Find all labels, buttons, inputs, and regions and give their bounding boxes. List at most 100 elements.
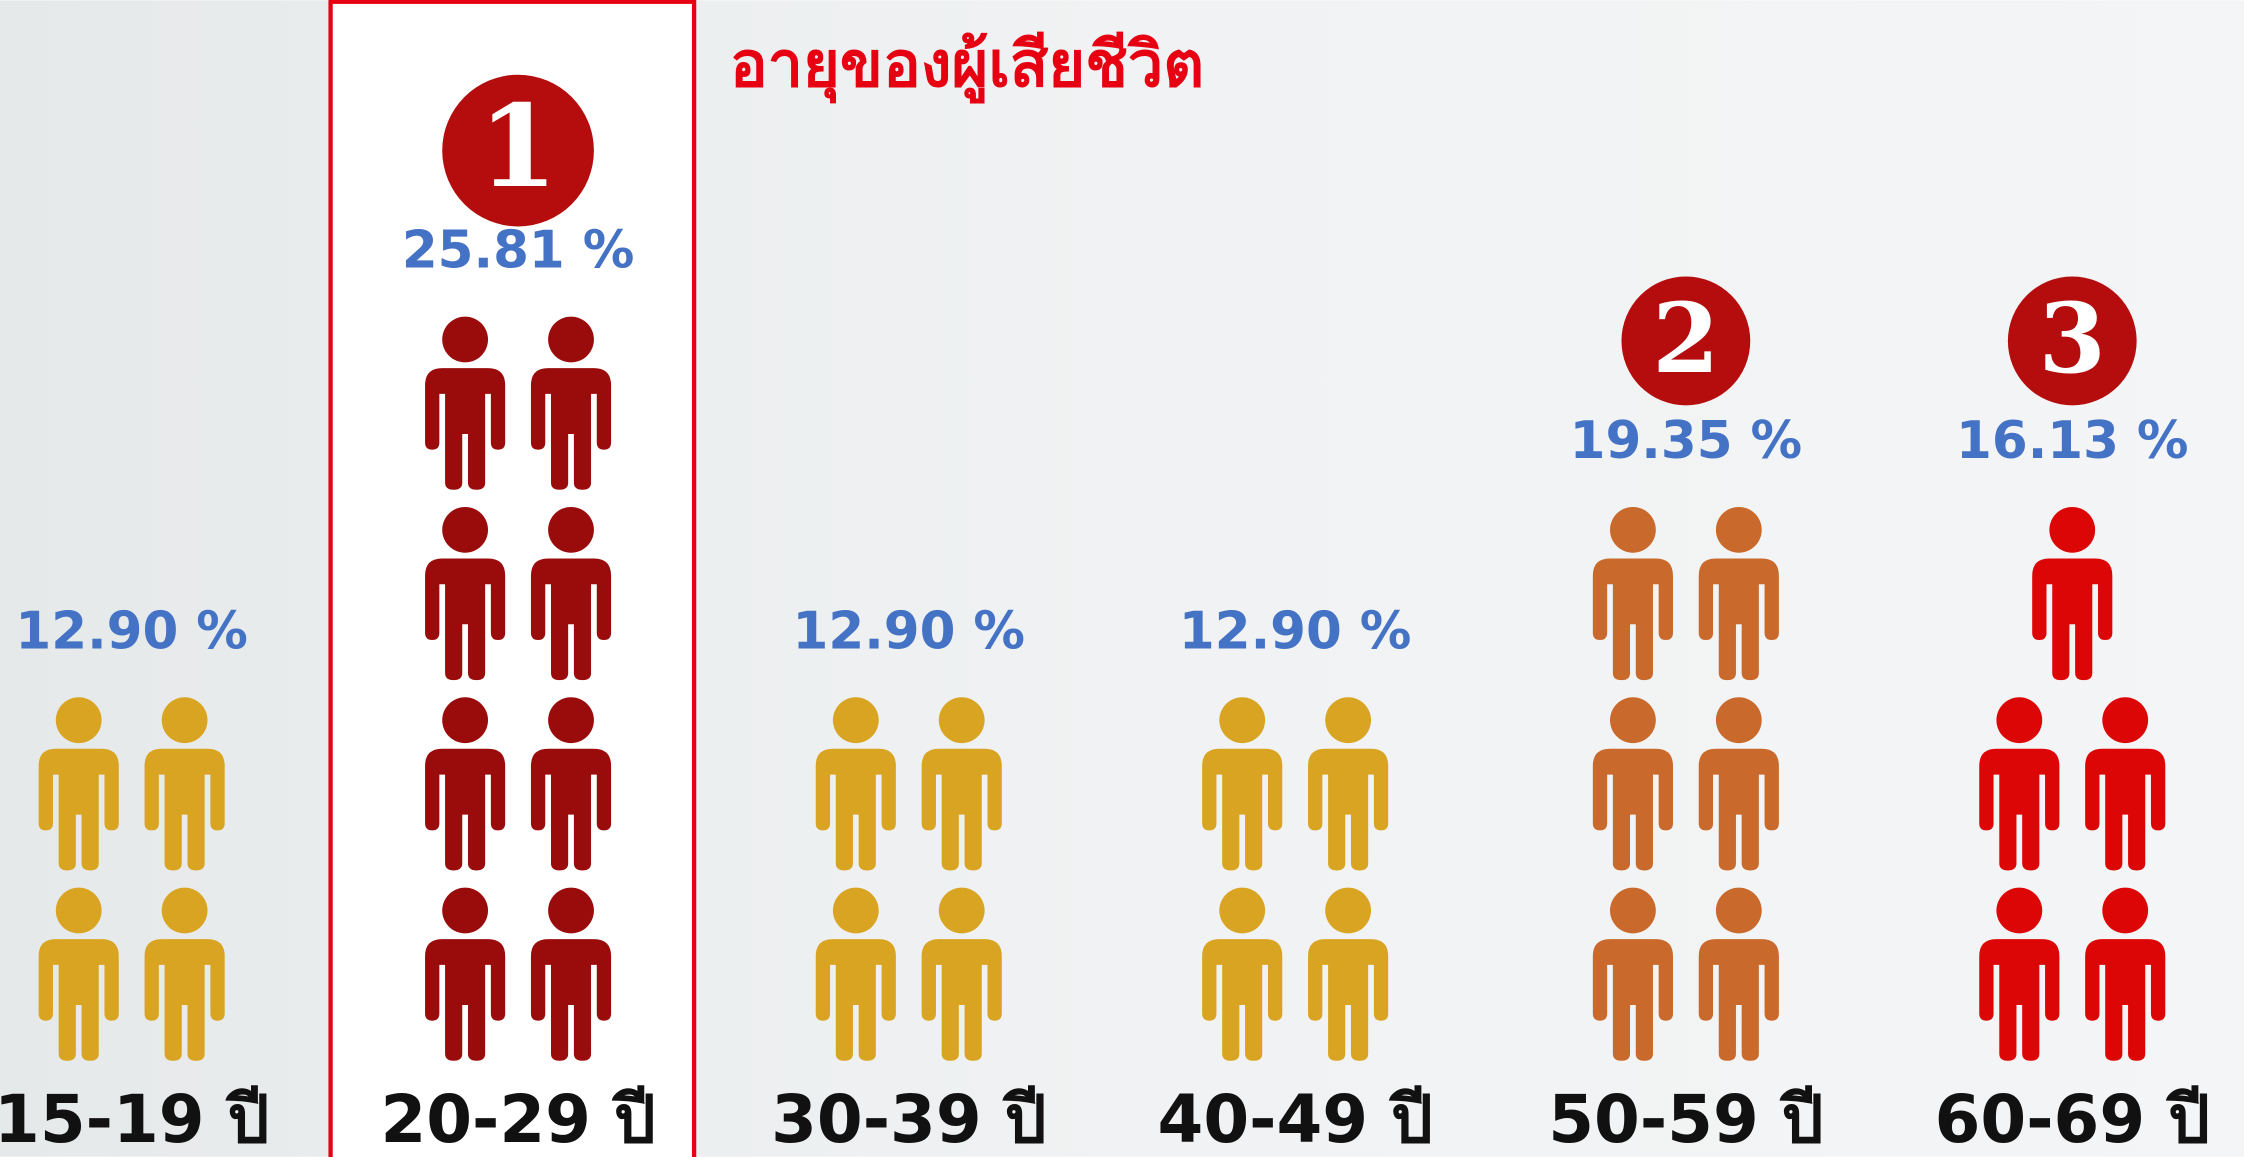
person-head [832, 887, 879, 934]
person-body [1202, 748, 1283, 871]
person-body [425, 748, 506, 871]
rank-badge [2007, 276, 2137, 406]
person-head [1610, 506, 1656, 553]
category-label: 60-69 ปี [1935, 1081, 2210, 1157]
person-icon [921, 697, 1002, 871]
person-icon [1698, 697, 1779, 871]
person-icon [425, 697, 506, 871]
person-icon [1592, 697, 1673, 871]
person-icon [1698, 506, 1779, 681]
person-icon [1308, 697, 1389, 871]
person-head [442, 506, 489, 553]
person-head [442, 887, 489, 934]
person-head [548, 506, 594, 553]
person-icon [530, 697, 612, 871]
person-head [55, 887, 102, 934]
value-label: 12.90 % [15, 601, 247, 661]
person-head [1715, 506, 1762, 553]
category-label: 30-39 ปี [771, 1081, 1046, 1157]
person-icon [1202, 887, 1283, 1061]
value-label: 12.90 % [1179, 601, 1412, 661]
person-body [425, 558, 506, 681]
person-icon [1592, 887, 1673, 1061]
person-icon [425, 506, 506, 681]
category-label: 15-19 ปี [0, 1081, 269, 1157]
person-body [1698, 558, 1779, 681]
category-label: 50-59 ปี [1548, 1081, 1823, 1157]
person-icon [1308, 887, 1389, 1061]
person-icon [530, 506, 612, 681]
value-label: 19.35 % [1570, 411, 1802, 471]
person-body [38, 939, 119, 1061]
person-head [832, 697, 879, 744]
person-icon [1979, 887, 2060, 1061]
person-head [548, 316, 594, 363]
person-body [1698, 939, 1779, 1061]
person-icon [1592, 506, 1673, 681]
person-body [425, 368, 506, 490]
person-head [161, 887, 208, 934]
person-body [1202, 939, 1283, 1061]
person-head [1715, 887, 1762, 934]
person-head [2049, 506, 2096, 553]
person-icon [1698, 887, 1779, 1061]
person-body [1592, 748, 1673, 871]
person-head [1219, 887, 1266, 934]
person-icon [530, 887, 612, 1061]
category-label: 20-29 ปี [380, 1081, 655, 1157]
person-body [1308, 939, 1389, 1061]
person-body [1979, 939, 2060, 1061]
rank-number: 2 [1652, 281, 1719, 395]
person-head [1610, 697, 1656, 744]
person-body [1592, 558, 1673, 681]
person-body [530, 748, 612, 871]
person-icon [425, 887, 506, 1061]
person-body [2085, 939, 2166, 1061]
person-body [144, 939, 225, 1061]
person-body [425, 939, 506, 1061]
person-head [1610, 887, 1656, 934]
person-body [1308, 748, 1389, 871]
person-head [938, 697, 985, 744]
person-icon [2032, 506, 2113, 681]
person-head [548, 887, 594, 934]
value-label: 16.13 % [1956, 411, 2189, 471]
person-body [1592, 939, 1673, 1061]
person-head [442, 316, 489, 363]
person-head [1715, 697, 1762, 744]
rank-badge [1621, 276, 1751, 406]
rank-badge [442, 74, 594, 227]
person-body [2085, 748, 2166, 871]
person-head [2102, 697, 2149, 744]
person-icon [1979, 697, 2060, 871]
person-head [2102, 887, 2149, 934]
person-icon [38, 887, 119, 1061]
person-head [548, 697, 594, 744]
person-head [1325, 887, 1372, 934]
person-head [442, 697, 489, 744]
rank-number: 1 [478, 79, 557, 213]
person-body [921, 939, 1002, 1061]
person-body [530, 939, 612, 1061]
rank-number: 3 [2039, 281, 2106, 395]
person-body [1979, 748, 2060, 871]
person-body [38, 748, 119, 871]
person-icon [2085, 697, 2166, 871]
person-body [1698, 748, 1779, 871]
person-icon [921, 887, 1002, 1061]
person-head [1219, 697, 1266, 744]
person-icon [1202, 697, 1283, 871]
person-head [938, 887, 985, 934]
person-icon [144, 697, 225, 871]
person-body [2032, 558, 2113, 681]
person-icon [38, 697, 119, 871]
person-head [55, 697, 102, 744]
person-icon [425, 316, 506, 490]
person-body [530, 558, 612, 681]
value-label: 12.90 % [793, 601, 1026, 661]
value-label: 25.81 % [402, 221, 634, 281]
person-body [144, 748, 225, 871]
person-body [815, 748, 896, 871]
category-label: 40-49 ปี [1158, 1081, 1433, 1157]
